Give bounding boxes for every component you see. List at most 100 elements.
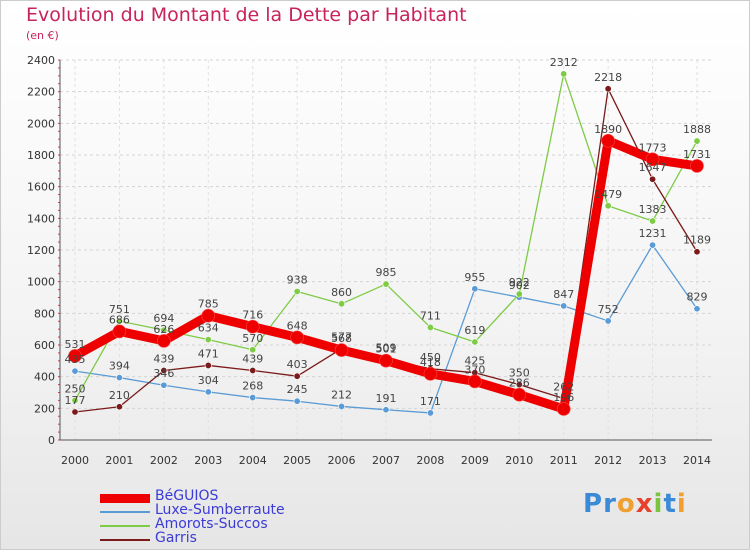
axes: 0 200 400 600 800 1000 1200 1400 1600 1800 2000 220… bbox=[27, 54, 712, 467]
legend-label: Garris bbox=[155, 530, 197, 546]
data-point bbox=[338, 300, 346, 308]
data-label: 346 bbox=[153, 367, 174, 380]
data-label: 501 bbox=[376, 343, 397, 356]
data-label: 425 bbox=[464, 355, 485, 368]
data-point bbox=[201, 308, 216, 323]
x-tick-label: 2001 bbox=[105, 454, 133, 467]
chart-unit-label: (en €) bbox=[26, 29, 59, 42]
data-point bbox=[160, 381, 168, 389]
data-point bbox=[338, 402, 346, 410]
data-point bbox=[112, 324, 127, 339]
data-label: 626 bbox=[153, 323, 174, 336]
data-point bbox=[68, 349, 82, 363]
y-tick-label: 400 bbox=[34, 371, 55, 384]
x-tick-label: 2009 bbox=[461, 454, 489, 467]
grid bbox=[60, 59, 712, 441]
legend-swatch bbox=[100, 525, 150, 527]
y-tick-label: 1800 bbox=[27, 149, 55, 162]
data-label: 1231 bbox=[639, 227, 667, 240]
data-label: 568 bbox=[331, 332, 352, 345]
data-point bbox=[515, 381, 523, 389]
data-point bbox=[515, 290, 523, 298]
logo-letter: i bbox=[676, 489, 687, 519]
data-label: 450 bbox=[420, 351, 441, 364]
data-label: 634 bbox=[198, 322, 219, 335]
data-point bbox=[604, 317, 612, 325]
data-point bbox=[204, 361, 212, 369]
data-label: 1479 bbox=[594, 188, 622, 201]
data-point bbox=[693, 137, 701, 145]
data-point bbox=[157, 334, 171, 348]
data-label: 577 bbox=[331, 331, 352, 344]
data-label: 245 bbox=[287, 383, 308, 396]
data-label: 860 bbox=[331, 286, 352, 299]
data-label: 418 bbox=[420, 356, 441, 369]
x-tick-label: 2004 bbox=[239, 454, 267, 467]
data-point bbox=[71, 396, 79, 404]
data-label: 2218 bbox=[594, 71, 622, 84]
data-label: 1189 bbox=[683, 234, 711, 247]
y-tick-label: 1600 bbox=[27, 181, 55, 194]
data-label: 955 bbox=[464, 271, 485, 284]
data-point bbox=[160, 366, 168, 374]
data-point bbox=[204, 388, 212, 396]
data-point bbox=[293, 287, 301, 295]
data-point bbox=[471, 285, 479, 293]
data-label: 262 bbox=[553, 381, 574, 394]
data-point bbox=[382, 280, 390, 288]
data-label: 370 bbox=[464, 363, 485, 376]
data-label: 439 bbox=[153, 352, 174, 365]
data-label: 847 bbox=[553, 288, 574, 301]
proxiti-logo: Proxiti bbox=[583, 489, 687, 519]
series-group bbox=[68, 70, 704, 417]
x-tick-label: 2012 bbox=[594, 454, 622, 467]
x-tick-label: 2005 bbox=[283, 454, 311, 467]
data-label: 304 bbox=[198, 374, 219, 387]
legend-label: BéGUIOS bbox=[155, 488, 219, 504]
data-label: 1773 bbox=[639, 141, 667, 154]
data-label: 694 bbox=[153, 312, 174, 325]
data-label: 752 bbox=[598, 303, 619, 316]
data-point bbox=[693, 305, 701, 313]
data-label: 648 bbox=[287, 319, 308, 332]
logo-letter: P bbox=[583, 489, 604, 519]
data-point bbox=[249, 346, 257, 354]
data-point bbox=[471, 338, 479, 346]
logo-letter: r bbox=[603, 489, 617, 519]
y-tick-label: 2200 bbox=[27, 86, 55, 99]
data-label: 686 bbox=[109, 313, 130, 326]
x-tick-label: 2013 bbox=[639, 454, 667, 467]
data-point bbox=[382, 406, 390, 414]
data-label: 902 bbox=[509, 279, 530, 292]
y-tick-label: 2400 bbox=[27, 54, 55, 67]
x-tick-label: 2011 bbox=[550, 454, 578, 467]
data-label: 509 bbox=[376, 341, 397, 354]
logo-letter: o bbox=[616, 489, 636, 519]
data-point bbox=[293, 372, 301, 380]
data-point bbox=[604, 85, 612, 93]
data-label: 268 bbox=[242, 380, 263, 393]
data-point bbox=[604, 202, 612, 210]
data-point bbox=[556, 402, 571, 416]
logo-letter: x bbox=[635, 489, 654, 519]
y-tick-label: 200 bbox=[34, 402, 55, 415]
data-label: 922 bbox=[509, 276, 530, 289]
data-point bbox=[71, 408, 79, 416]
data-point bbox=[204, 336, 212, 344]
data-point bbox=[426, 323, 434, 331]
data-label: 394 bbox=[109, 360, 130, 373]
data-label: 403 bbox=[287, 358, 308, 371]
data-label: 716 bbox=[242, 309, 263, 322]
y-tick-label: 1000 bbox=[27, 276, 55, 289]
data-point bbox=[115, 403, 123, 411]
data-label: 210 bbox=[109, 389, 130, 402]
x-tick-label: 2000 bbox=[61, 454, 89, 467]
data-point bbox=[690, 159, 704, 173]
data-point bbox=[560, 302, 568, 310]
data-point bbox=[649, 217, 657, 225]
x-tick-label: 2008 bbox=[416, 454, 444, 467]
legend-swatch bbox=[100, 511, 150, 513]
data-point bbox=[645, 152, 660, 167]
data-label: 439 bbox=[242, 352, 263, 365]
data-label: 619 bbox=[464, 324, 485, 337]
